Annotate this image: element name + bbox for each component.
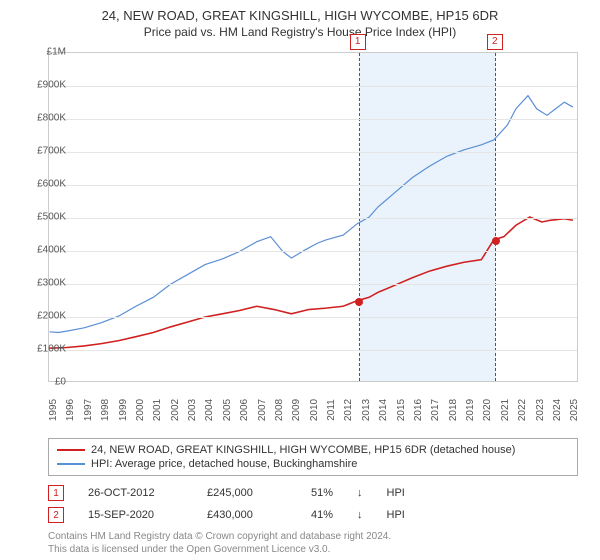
title-block: 24, NEW ROAD, GREAT KINGSHILL, HIGH WYCO… (0, 0, 600, 39)
y-tick-label: £800K (37, 113, 66, 124)
x-tick-label: 2021 (500, 399, 511, 421)
arrow-down-icon: ↓ (357, 487, 363, 499)
x-tick-label: 2003 (187, 399, 198, 421)
chart-container: { "title": "24, NEW ROAD, GREAT KINGSHIL… (0, 0, 600, 560)
x-tick-label: 2019 (465, 399, 476, 421)
footer-attribution: Contains HM Land Registry data © Crown c… (48, 530, 391, 556)
transaction-date: 15-SEP-2020 (88, 509, 183, 521)
y-tick-label: £700K (37, 146, 66, 157)
legend-label: HPI: Average price, detached house, Buck… (91, 458, 357, 470)
x-tick-label: 2017 (430, 399, 441, 421)
x-tick-label: 1997 (83, 399, 94, 421)
series-line-1 (50, 96, 573, 333)
y-tick-label: £0 (55, 377, 66, 388)
x-tick-label: 1998 (100, 399, 111, 421)
x-tick-label: 2011 (326, 399, 337, 421)
footer-line-2: This data is licensed under the Open Gov… (48, 543, 391, 556)
marker-dot (492, 237, 500, 245)
gridline-h (49, 185, 577, 186)
legend-box: 24, NEW ROAD, GREAT KINGSHILL, HIGH WYCO… (48, 438, 578, 476)
gridline-h (49, 251, 577, 252)
x-tick-label: 2002 (170, 399, 181, 421)
transaction-pct: 51% (311, 487, 333, 499)
plot-area (48, 52, 578, 382)
x-tick-label: 2025 (569, 399, 580, 421)
y-tick-label: £1M (47, 47, 66, 58)
y-tick-label: £100K (37, 344, 66, 355)
legend-swatch (57, 463, 85, 465)
gridline-h (49, 218, 577, 219)
transaction-row: 1 26-OCT-2012 £245,000 51% ↓ HPI (48, 482, 578, 504)
x-tick-label: 2009 (291, 399, 302, 421)
x-tick-label: 2012 (343, 399, 354, 421)
x-tick-label: 2010 (309, 399, 320, 421)
x-tick-label: 2007 (257, 399, 268, 421)
x-tick-label: 2013 (361, 399, 372, 421)
y-tick-label: £500K (37, 212, 66, 223)
x-tick-label: 2020 (482, 399, 493, 421)
x-tick-label: 2004 (204, 399, 215, 421)
legend-item: HPI: Average price, detached house, Buck… (57, 457, 569, 471)
arrow-down-icon: ↓ (357, 509, 363, 521)
gridline-h (49, 119, 577, 120)
transaction-tail: HPI (387, 487, 405, 499)
x-tick-label: 2001 (152, 399, 163, 421)
x-tick-label: 2006 (239, 399, 250, 421)
x-tick-label: 2014 (378, 399, 389, 421)
x-tick-label: 2023 (535, 399, 546, 421)
transaction-price: £245,000 (207, 487, 287, 499)
marker-label-box: 1 (350, 34, 366, 50)
x-tick-label: 2022 (517, 399, 528, 421)
gridline-h (49, 152, 577, 153)
marker-ref-box: 1 (48, 485, 64, 501)
chart-subtitle: Price paid vs. HM Land Registry's House … (0, 23, 600, 39)
transaction-price: £430,000 (207, 509, 287, 521)
x-tick-label: 2016 (413, 399, 424, 421)
y-tick-label: £900K (37, 80, 66, 91)
y-tick-label: £600K (37, 179, 66, 190)
marker-ref-box: 2 (48, 507, 64, 523)
legend-swatch (57, 449, 85, 451)
y-tick-label: £300K (37, 278, 66, 289)
x-tick-label: 1999 (118, 399, 129, 421)
y-tick-label: £200K (37, 311, 66, 322)
transaction-tail: HPI (387, 509, 405, 521)
x-tick-label: 2005 (222, 399, 233, 421)
transaction-pct: 41% (311, 509, 333, 521)
x-tick-label: 2008 (274, 399, 285, 421)
x-tick-label: 2000 (135, 399, 146, 421)
legend-label: 24, NEW ROAD, GREAT KINGSHILL, HIGH WYCO… (91, 444, 515, 456)
gridline-h (49, 86, 577, 87)
legend-item: 24, NEW ROAD, GREAT KINGSHILL, HIGH WYCO… (57, 443, 569, 457)
transaction-date: 26-OCT-2012 (88, 487, 183, 499)
x-tick-label: 2024 (552, 399, 563, 421)
marker-label-box: 2 (487, 34, 503, 50)
gridline-h (49, 350, 577, 351)
x-tick-label: 2015 (396, 399, 407, 421)
x-tick-label: 1995 (48, 399, 59, 421)
gridline-h (49, 284, 577, 285)
chart-title: 24, NEW ROAD, GREAT KINGSHILL, HIGH WYCO… (0, 8, 600, 23)
transaction-table: 1 26-OCT-2012 £245,000 51% ↓ HPI 2 15-SEP-2020 £… (48, 482, 578, 526)
transaction-row: 2 15-SEP-2020 £430,000 41% ↓ HPI (48, 504, 578, 526)
y-tick-label: £400K (37, 245, 66, 256)
x-tick-label: 1996 (65, 399, 76, 421)
chart-svg (49, 53, 577, 381)
marker-dot (355, 298, 363, 306)
x-tick-label: 2018 (448, 399, 459, 421)
footer-line-1: Contains HM Land Registry data © Crown c… (48, 530, 391, 543)
gridline-h (49, 317, 577, 318)
